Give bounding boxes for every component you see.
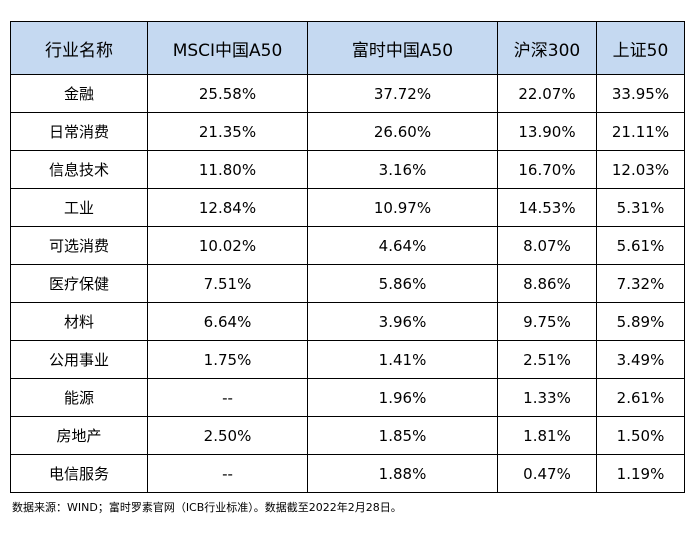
cell-ftse-china-a50: 4.64% — [307, 226, 498, 265]
cell-msci-china-a50: 11.80% — [147, 150, 308, 189]
header-sector-name: 行业名称 — [10, 21, 148, 75]
table-row: 可选消费 10.02% 4.64% 8.07% 5.61% — [10, 226, 685, 265]
cell-sse-50: 7.32% — [596, 264, 685, 303]
table-row: 信息技术 11.80% 3.16% 16.70% 12.03% — [10, 150, 685, 189]
cell-csi-300: 13.90% — [497, 112, 597, 151]
cell-sse-50: 2.61% — [596, 378, 685, 417]
cell-msci-china-a50: 6.64% — [147, 302, 308, 341]
cell-csi-300: 16.70% — [497, 150, 597, 189]
cell-csi-300: 1.33% — [497, 378, 597, 417]
cell-msci-china-a50: 25.58% — [147, 74, 308, 113]
table-row: 房地产 2.50% 1.85% 1.81% 1.50% — [10, 416, 685, 455]
cell-ftse-china-a50: 37.72% — [307, 74, 498, 113]
table-row: 材料 6.64% 3.96% 9.75% 5.89% — [10, 302, 685, 341]
cell-ftse-china-a50: 1.41% — [307, 340, 498, 379]
table-row: 能源 -- 1.96% 1.33% 2.61% — [10, 378, 685, 417]
sector-weight-table: 行业名称 MSCI中国A50 富时中国A50 沪深300 上证50 金融 25.… — [10, 21, 685, 493]
cell-sector: 金融 — [10, 74, 148, 113]
header-ftse-china-a50: 富时中国A50 — [307, 21, 498, 75]
cell-csi-300: 8.86% — [497, 264, 597, 303]
cell-msci-china-a50: 7.51% — [147, 264, 308, 303]
header-msci-china-a50: MSCI中国A50 — [147, 21, 308, 75]
cell-sse-50: 1.50% — [596, 416, 685, 455]
cell-sse-50: 21.11% — [596, 112, 685, 151]
cell-sse-50: 3.49% — [596, 340, 685, 379]
cell-ftse-china-a50: 1.85% — [307, 416, 498, 455]
sector-weight-table-container: 行业名称 MSCI中国A50 富时中国A50 沪深300 上证50 金融 25.… — [10, 21, 685, 493]
cell-msci-china-a50: 1.75% — [147, 340, 308, 379]
table-row: 医疗保健 7.51% 5.86% 8.86% 7.32% — [10, 264, 685, 303]
cell-sse-50: 12.03% — [596, 150, 685, 189]
cell-sse-50: 33.95% — [596, 74, 685, 113]
header-csi-300: 沪深300 — [497, 21, 597, 75]
cell-ftse-china-a50: 1.96% — [307, 378, 498, 417]
cell-msci-china-a50: -- — [147, 378, 308, 417]
cell-sector: 日常消费 — [10, 112, 148, 151]
cell-msci-china-a50: 21.35% — [147, 112, 308, 151]
cell-msci-china-a50: -- — [147, 454, 308, 493]
table-row: 电信服务 -- 1.88% 0.47% 1.19% — [10, 454, 685, 493]
cell-csi-300: 22.07% — [497, 74, 597, 113]
cell-sector: 材料 — [10, 302, 148, 341]
cell-sse-50: 1.19% — [596, 454, 685, 493]
table-row: 公用事业 1.75% 1.41% 2.51% 3.49% — [10, 340, 685, 379]
table-row: 金融 25.58% 37.72% 22.07% 33.95% — [10, 74, 685, 113]
cell-ftse-china-a50: 3.16% — [307, 150, 498, 189]
cell-ftse-china-a50: 5.86% — [307, 264, 498, 303]
cell-sector: 信息技术 — [10, 150, 148, 189]
cell-ftse-china-a50: 26.60% — [307, 112, 498, 151]
cell-csi-300: 9.75% — [497, 302, 597, 341]
header-sse-50: 上证50 — [596, 21, 685, 75]
cell-msci-china-a50: 2.50% — [147, 416, 308, 455]
cell-sector: 工业 — [10, 188, 148, 227]
cell-sse-50: 5.61% — [596, 226, 685, 265]
cell-sector: 可选消费 — [10, 226, 148, 265]
cell-sector: 能源 — [10, 378, 148, 417]
cell-sse-50: 5.89% — [596, 302, 685, 341]
cell-sector: 房地产 — [10, 416, 148, 455]
cell-sse-50: 5.31% — [596, 188, 685, 227]
cell-csi-300: 14.53% — [497, 188, 597, 227]
cell-sector: 电信服务 — [10, 454, 148, 493]
cell-csi-300: 0.47% — [497, 454, 597, 493]
source-note: 数据来源：WIND；富时罗素官网（ICB行业标准）。数据截至2022年2月28日… — [12, 501, 402, 514]
table-row: 工业 12.84% 10.97% 14.53% 5.31% — [10, 188, 685, 227]
cell-msci-china-a50: 12.84% — [147, 188, 308, 227]
cell-csi-300: 2.51% — [497, 340, 597, 379]
cell-ftse-china-a50: 1.88% — [307, 454, 498, 493]
cell-ftse-china-a50: 3.96% — [307, 302, 498, 341]
cell-msci-china-a50: 10.02% — [147, 226, 308, 265]
table-header-row: 行业名称 MSCI中国A50 富时中国A50 沪深300 上证50 — [10, 21, 685, 75]
table-row: 日常消费 21.35% 26.60% 13.90% 21.11% — [10, 112, 685, 151]
cell-sector: 医疗保健 — [10, 264, 148, 303]
cell-csi-300: 1.81% — [497, 416, 597, 455]
cell-ftse-china-a50: 10.97% — [307, 188, 498, 227]
cell-csi-300: 8.07% — [497, 226, 597, 265]
cell-sector: 公用事业 — [10, 340, 148, 379]
